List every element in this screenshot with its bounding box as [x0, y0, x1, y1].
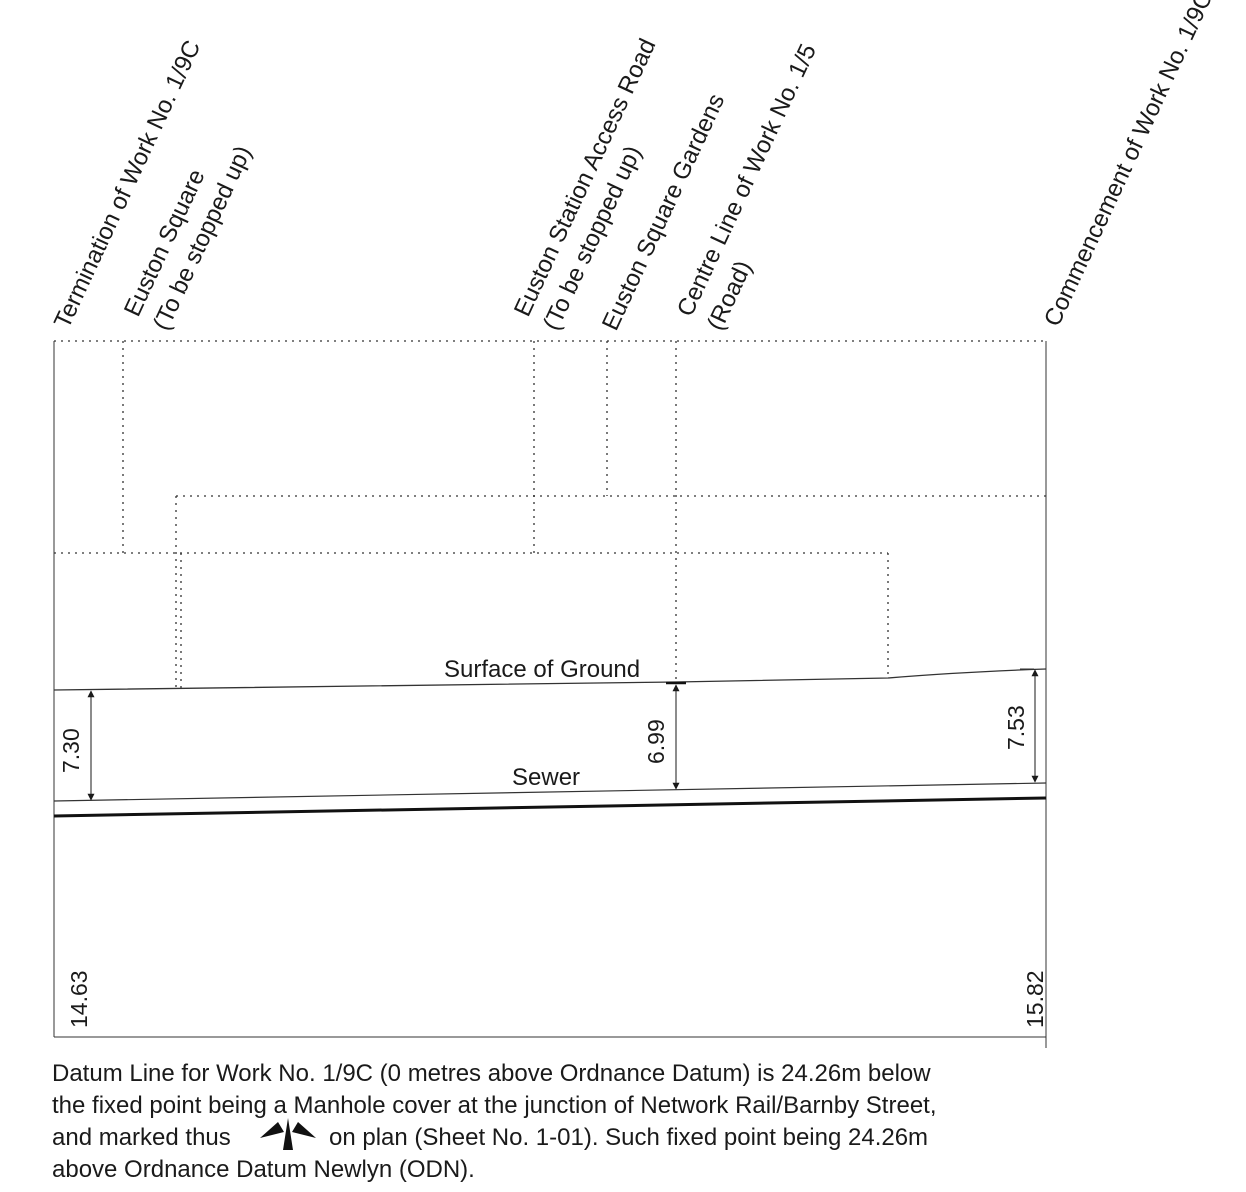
section-frame: [53, 341, 1047, 1048]
ground-label: Surface of Ground: [444, 656, 640, 683]
sewer-crown-line: [53, 782, 1047, 802]
left-depth-value: 7.30: [58, 728, 84, 773]
fixed-point-marker-icon: [260, 1118, 316, 1150]
datum-note-line4: above Ordnance Datum Newlyn (ODN).: [52, 1156, 475, 1183]
datum-note-line1: Datum Line for Work No. 1/9C (0 metres a…: [52, 1060, 931, 1087]
datum-note: Datum Line for Work No. 1/9C (0 metres a…: [52, 1060, 937, 1183]
sewer-label: Sewer: [512, 764, 580, 791]
datum-note-line3b: on plan (Sheet No. 1-01). Such fixed poi…: [329, 1124, 928, 1151]
commencement-label: Commencement of Work No. 1/9C: [1039, 0, 1218, 331]
centre-depth-value: 6.99: [643, 719, 669, 764]
ground-surface-line: [53, 668, 1047, 691]
datum-note-line2: the fixed point being a Manhole cover at…: [52, 1092, 937, 1119]
right-depth-value: 7.53: [1003, 705, 1029, 750]
reference-lines: [54, 340, 1046, 690]
column-labels: Termination of Work No. 1/9C Euston Squa…: [49, 0, 1218, 335]
sewer-invert-line: [53, 796, 1047, 818]
datum-note-line3a: and marked thus: [52, 1124, 231, 1151]
left-datum-level: 14.63: [66, 970, 92, 1028]
depth-dimensions: 7.30 6.99 7.53: [58, 669, 1039, 801]
right-datum-level: 15.82: [1022, 970, 1048, 1028]
